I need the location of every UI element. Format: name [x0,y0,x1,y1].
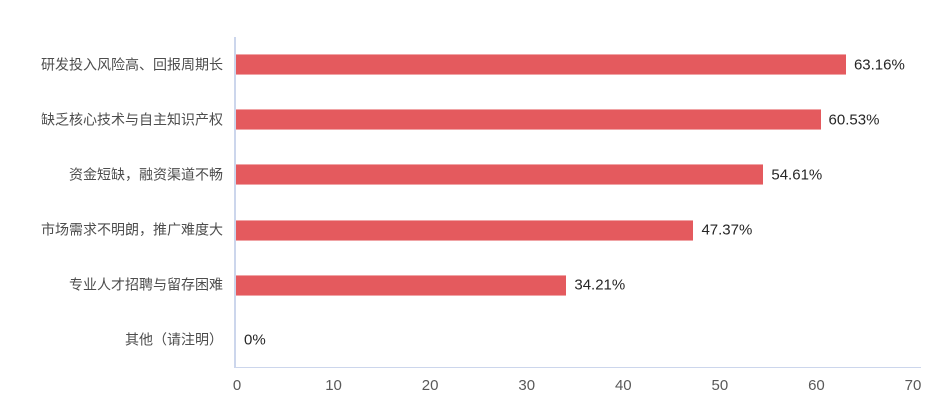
x-axis-tick-label: 10 [325,377,342,394]
x-axis-tick-label: 40 [614,377,632,394]
x-axis-tick-label: 60 [808,377,825,394]
category-label: 缺乏核心技术与自主知识产权 [41,111,223,128]
value-label: 54.61% [771,166,823,184]
value-label: 60.53% [828,111,880,129]
x-axis-tick-label: 30 [518,377,536,394]
x-axis-line [234,366,921,368]
value-label: 63.16% [853,56,905,74]
x-axis-tick-label: 0 [232,377,242,394]
bar [236,219,694,241]
bar [236,54,846,76]
category-label: 市场需求不明朗，推广难度大 [41,221,223,238]
bar [236,164,764,186]
category-label: 专业人才招聘与留存困难 [69,276,223,293]
value-label: 34.21% [574,276,626,294]
x-axis-tick-label: 20 [421,377,439,394]
category-label: 研发投入风险高、回报周期长 [41,56,223,73]
value-label: 0% [244,331,266,349]
value-label: 47.37% [701,221,753,239]
category-label: 资金短缺，融资渠道不畅 [69,166,223,183]
y-axis-line [234,37,236,368]
category-label: 其他（请注明） [125,332,223,349]
x-axis-tick-label: 70 [904,377,922,394]
bar [236,109,821,131]
x-axis-tick-label: 50 [711,377,729,394]
bar [236,274,567,296]
